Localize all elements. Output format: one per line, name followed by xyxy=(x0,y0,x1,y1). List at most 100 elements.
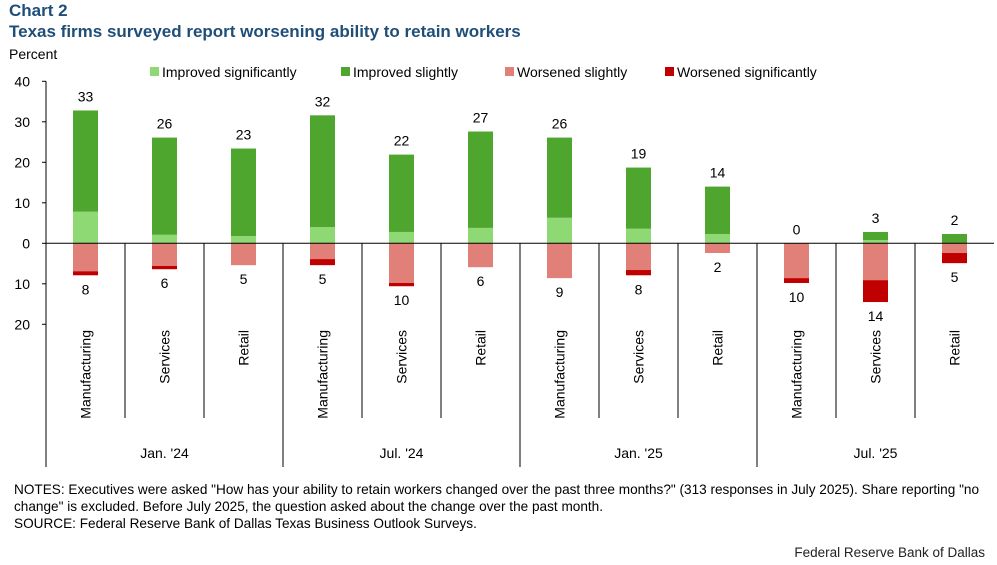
bar-segment xyxy=(231,148,256,237)
category-label: Retail xyxy=(947,330,963,366)
legend-label: Improved significantly xyxy=(162,64,297,80)
y-tick-label: 20 xyxy=(14,316,30,332)
category-label: Manufacturing xyxy=(789,330,805,419)
plot-area: 40 30 20 10 0 10 20 Improved significantly Impro… xyxy=(14,64,994,467)
positive-total-label: 23 xyxy=(236,127,252,143)
bar-segment xyxy=(468,131,493,228)
notes-text: NOTES: Executives were asked "How has yo… xyxy=(14,482,980,514)
y-tick-label: 40 xyxy=(14,73,30,89)
notes: NOTES: Executives were asked "How has yo… xyxy=(14,481,989,532)
bar-segment xyxy=(310,227,335,244)
negative-total-label: 5 xyxy=(240,271,248,287)
bar-segment xyxy=(152,234,177,244)
chart-title: Chart 2 xyxy=(9,1,68,20)
bar-segment xyxy=(73,110,98,212)
bar-segment xyxy=(73,243,98,272)
bar-segment xyxy=(705,186,730,234)
bar-segment xyxy=(942,243,967,254)
category-label: Services xyxy=(868,330,884,384)
bar-segment xyxy=(231,236,256,244)
bar-segment xyxy=(152,137,177,235)
bar-segment xyxy=(863,243,888,281)
bar-segment xyxy=(942,253,967,264)
category-label: Services xyxy=(631,330,647,384)
category-label: Retail xyxy=(710,330,726,366)
bar-segment xyxy=(705,243,730,254)
bar-segment xyxy=(468,227,493,244)
bar-segment xyxy=(389,231,414,244)
bar-segment xyxy=(626,228,651,244)
bar-segment xyxy=(863,231,888,241)
source-text: SOURCE: Federal Reserve Bank of Dallas T… xyxy=(14,516,477,531)
bar-segment xyxy=(389,154,414,232)
positive-total-label: 22 xyxy=(394,133,410,149)
bar-segment xyxy=(310,259,335,266)
bar-segment xyxy=(626,243,651,271)
category-label: Manufacturing xyxy=(552,330,568,419)
legend-label: Improved slightly xyxy=(353,64,458,80)
y-tick-label: 10 xyxy=(14,195,30,211)
bar-segment xyxy=(389,282,414,287)
bar-segment xyxy=(152,243,177,266)
group-label: Jul. '24 xyxy=(380,445,424,461)
bar-segment xyxy=(547,243,572,279)
group-label: Jan. '24 xyxy=(140,445,189,461)
bar-segment xyxy=(942,233,967,244)
bar-segment xyxy=(705,233,730,244)
group-label: Jul. '25 xyxy=(854,445,898,461)
positive-total-label: 2 xyxy=(951,212,959,228)
positive-total-label: 33 xyxy=(78,88,94,104)
y-tick-label: 30 xyxy=(14,114,30,130)
negative-total-label: 6 xyxy=(477,273,485,289)
bar-segment xyxy=(626,270,651,276)
bar-segment xyxy=(626,167,651,229)
y-tick-label: 10 xyxy=(14,276,30,292)
category-label: Services xyxy=(157,330,173,384)
bar-segment xyxy=(389,243,414,283)
credit: Federal Reserve Bank of Dallas xyxy=(794,545,985,560)
bar-segment xyxy=(863,280,888,303)
negative-total-label: 5 xyxy=(319,271,327,287)
legend-label: Worsened slightly xyxy=(517,64,627,80)
bar-segment xyxy=(547,217,572,244)
negative-total-label: 5 xyxy=(951,269,959,285)
positive-total-label: 3 xyxy=(872,210,880,226)
bar-segment xyxy=(468,243,493,268)
legend-swatch xyxy=(341,67,350,76)
y-tick-label: 20 xyxy=(14,154,30,170)
y-axis-label: Percent xyxy=(9,46,58,62)
legend-swatch xyxy=(665,67,674,76)
bar-segment xyxy=(547,137,572,218)
positive-total-label: 26 xyxy=(552,116,568,132)
negative-total-label: 10 xyxy=(394,292,410,308)
bar-segment xyxy=(863,240,888,244)
category-label: Manufacturing xyxy=(78,330,94,419)
negative-total-label: 14 xyxy=(868,308,884,324)
bar-segment xyxy=(231,243,256,266)
bar-segment xyxy=(784,243,809,279)
legend-swatch xyxy=(505,67,514,76)
bar-segment xyxy=(73,271,98,276)
category-label: Retail xyxy=(236,330,252,366)
category-label: Manufacturing xyxy=(315,330,331,419)
bar-segment xyxy=(310,243,335,260)
positive-total-label: 19 xyxy=(631,146,647,162)
negative-total-label: 6 xyxy=(161,275,169,291)
legend-label: Worsened significantly xyxy=(677,64,817,80)
negative-total-label: 8 xyxy=(82,281,90,297)
positive-total-label: 14 xyxy=(710,165,726,181)
negative-total-label: 10 xyxy=(789,289,805,305)
positive-total-label: 26 xyxy=(157,116,173,132)
bar-segment xyxy=(73,211,98,244)
group-label: Jan. '25 xyxy=(614,445,663,461)
negative-total-label: 2 xyxy=(714,259,722,275)
category-label: Retail xyxy=(473,330,489,366)
category-label: Services xyxy=(394,330,410,384)
positive-total-label: 0 xyxy=(793,221,801,237)
positive-total-label: 32 xyxy=(315,93,331,109)
negative-total-label: 9 xyxy=(556,284,564,300)
bar-segment xyxy=(152,265,177,270)
negative-total-label: 8 xyxy=(635,281,643,297)
bar-segment xyxy=(784,278,809,283)
